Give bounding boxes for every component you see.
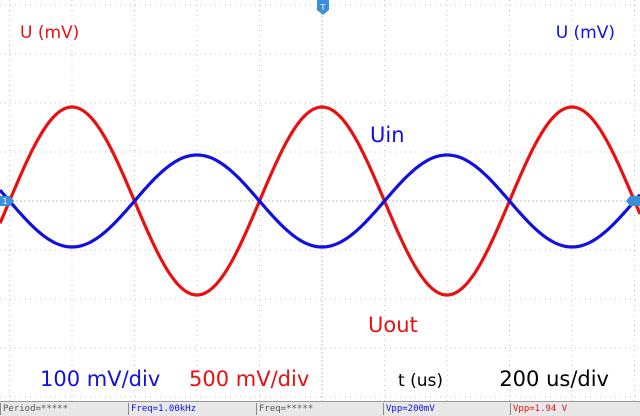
trigger-level-marker[interactable]: [626, 196, 640, 206]
measurement-vpp-ch1: Vpp=200mV: [383, 403, 510, 415]
uin-scale-label: 100 mV/div: [40, 367, 160, 391]
measurement-freq-ch2: Freq=*****: [256, 403, 383, 415]
measurement-vpp-ch2: Vpp=1.94 V: [510, 403, 640, 415]
uout-series-label: Uout: [368, 313, 418, 337]
right-axis-label: U (mV): [556, 23, 615, 43]
trigger-marker[interactable]: T: [317, 0, 329, 15]
uout-trace: [0, 105, 640, 297]
measurement-freq-ch1: Freq=1.00kHz: [128, 403, 256, 415]
uout-scale-label: 500 mV/div: [189, 367, 309, 391]
measurement-bar: Period=***** Freq=1.00kHz Freq=***** Vpp…: [0, 401, 640, 416]
channel-1-marker-label: 1: [2, 197, 7, 206]
timebase-label: 200 us/div: [499, 367, 609, 391]
left-axis-label: U (mV): [20, 23, 79, 43]
x-axis-label: t (us): [398, 371, 443, 391]
uin-series-label: Uin: [370, 123, 405, 147]
channel-1-marker[interactable]: 1: [0, 196, 14, 206]
measurement-period: Period=*****: [0, 403, 128, 415]
uin-trace: [0, 153, 640, 249]
trigger-marker-label: T: [320, 3, 326, 12]
